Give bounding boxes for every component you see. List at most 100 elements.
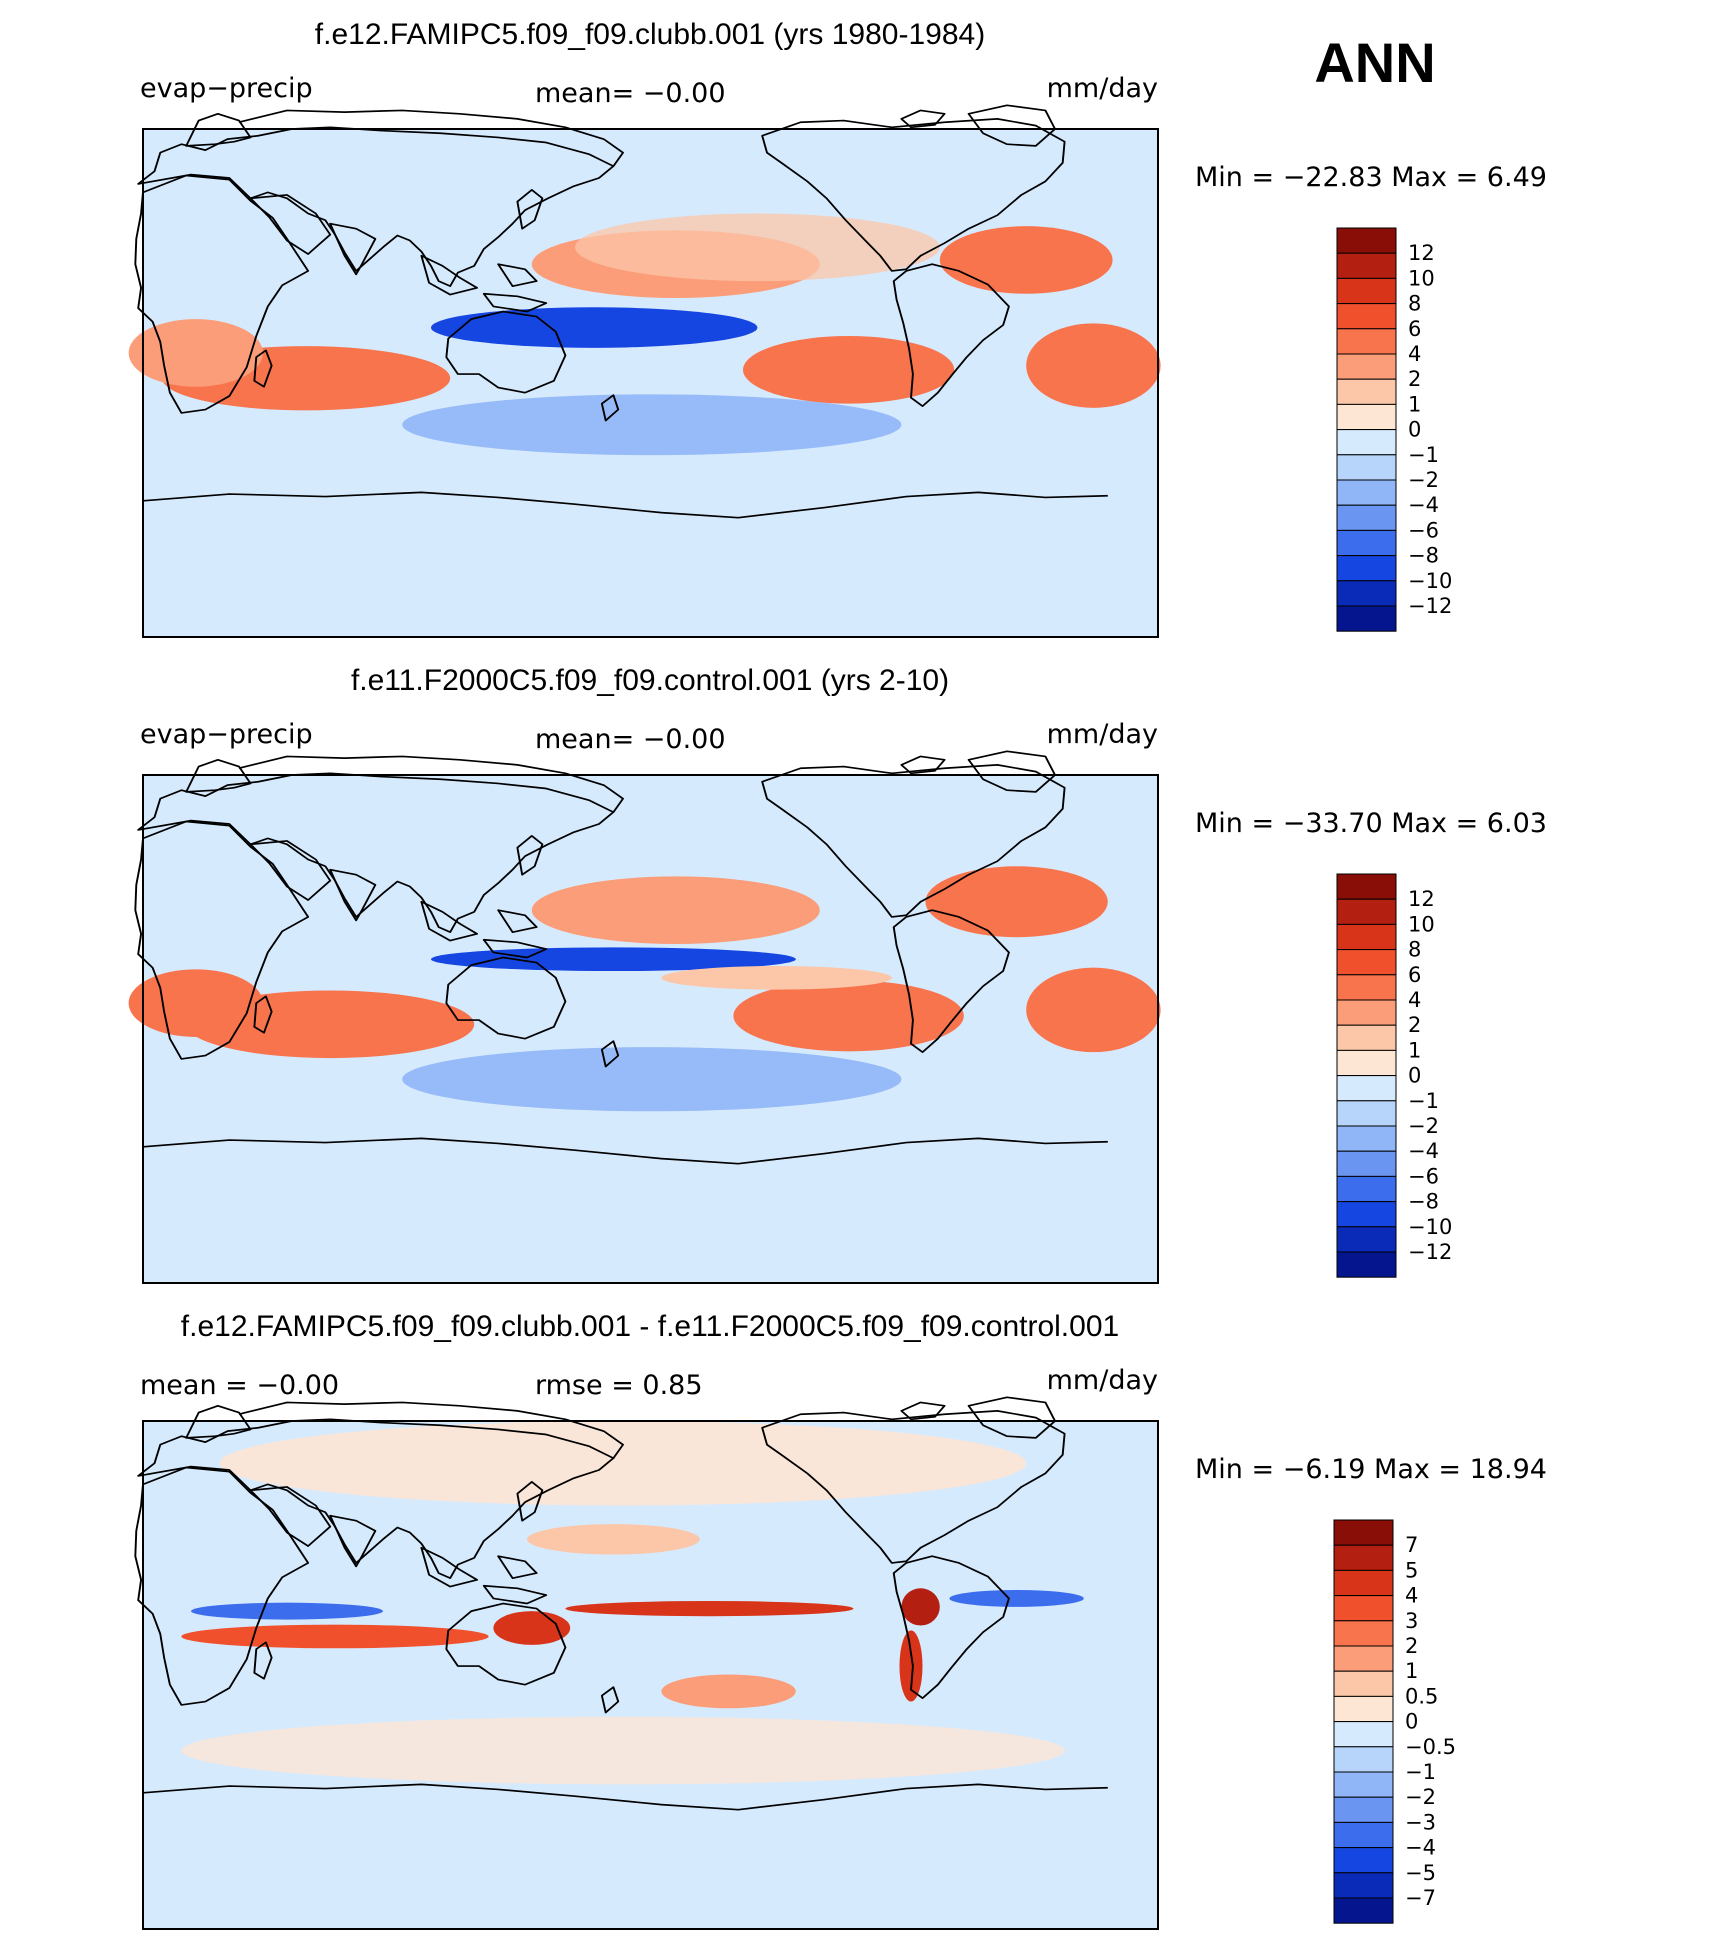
colorbar-tick-label: 8 — [1408, 292, 1421, 316]
colorbar-tick-label: −12 — [1408, 1240, 1452, 1264]
colorbar-box — [1333, 1569, 1394, 1597]
colorbar-box — [1336, 605, 1397, 632]
variable-label: evap−precip — [140, 719, 313, 750]
colorbar-tick-label: 2 — [1405, 1634, 1418, 1658]
colorbar-box — [1336, 974, 1397, 1001]
colorbar-tick-label: −7 — [1405, 1886, 1436, 1910]
units-label: mm/day — [1047, 1365, 1158, 1396]
map-area — [134, 1396, 1159, 1930]
colorbar-tick-label: 12 — [1408, 887, 1435, 911]
colorbar-tick-label: −4 — [1408, 1139, 1439, 1163]
colorbar-box — [1336, 454, 1397, 481]
colorbar-box — [1333, 1847, 1394, 1874]
season-label: ANN — [1314, 31, 1435, 94]
colorbar-tick-label: −3 — [1405, 1810, 1436, 1834]
colorbar-tick-label: 6 — [1408, 963, 1421, 987]
colorbar-tick-label: −4 — [1408, 493, 1439, 517]
colorbar-box — [1333, 1821, 1394, 1849]
panel-control: f.e11.F2000C5.f09_f09.control.001 (yrs 2… — [128, 664, 1547, 1284]
minmax-label: Min = −22.83 Max = 6.49 — [1195, 162, 1547, 193]
colorbar-tick-label: 0 — [1405, 1710, 1418, 1734]
colorbar-box — [1336, 403, 1397, 431]
colorbar-box — [1336, 1125, 1397, 1152]
colorbar-box — [1333, 1670, 1394, 1697]
colorbar-box — [1333, 1872, 1394, 1899]
colorbar-box — [1333, 1595, 1394, 1622]
colorbar-tick-label: 2 — [1408, 367, 1421, 391]
colorbar-tick-label: −1 — [1408, 443, 1439, 467]
colorbar-tick-label: 0.5 — [1405, 1684, 1438, 1708]
colorbar-box — [1336, 1150, 1397, 1177]
colorbar-box — [1333, 1544, 1394, 1571]
mean-label: mean = −0.00 — [140, 1370, 339, 1401]
colorbar-box — [1336, 873, 1397, 900]
units-label: mm/day — [1047, 719, 1158, 750]
colorbar-box — [1336, 277, 1397, 305]
colorbar-box — [1336, 252, 1397, 279]
colorbar-box — [1336, 328, 1397, 355]
colorbar-box — [1333, 1645, 1394, 1672]
colorbar-tick-label: −1 — [1405, 1760, 1436, 1784]
colorbar-tick-label: 10 — [1408, 266, 1435, 290]
variable-label: evap−precip — [140, 73, 313, 104]
colorbar-tick-label: −8 — [1408, 1190, 1439, 1214]
colorbar-tick-label: −8 — [1408, 544, 1439, 568]
colorbar-box — [1336, 1175, 1397, 1203]
colorbar-box — [1333, 1519, 1394, 1546]
colorbar-tick-label: −10 — [1408, 569, 1452, 593]
colorbar-box — [1333, 1695, 1394, 1723]
mean-label: mean= −0.00 — [535, 724, 726, 755]
colorbar-box — [1336, 1049, 1397, 1077]
colorbar-tick-label: 1 — [1408, 392, 1421, 416]
colorbar-tick-label: 4 — [1408, 342, 1421, 366]
colorbar-box — [1336, 1075, 1397, 1102]
panel-diff: f.e12.FAMIPC5.f09_f09.clubb.001 - f.e11.… — [134, 1310, 1547, 1930]
colorbar-tick-label: −2 — [1405, 1785, 1436, 1809]
colorbar-box — [1336, 504, 1397, 531]
map-area — [128, 104, 1161, 638]
minmax-label: Min = −6.19 Max = 18.94 — [1195, 1454, 1547, 1485]
colorbar-tick-label: −4 — [1405, 1836, 1436, 1860]
colorbar-box — [1336, 949, 1397, 976]
colorbar-box — [1336, 378, 1397, 405]
colorbar-box — [1336, 479, 1397, 506]
colorbar-tick-label: 2 — [1408, 1013, 1421, 1037]
colorbar-box — [1333, 1771, 1394, 1798]
colorbar-box — [1336, 999, 1397, 1026]
field-layer — [181, 1421, 1084, 1785]
colorbar-box — [1333, 1746, 1394, 1773]
colorbar-tick-label: −10 — [1408, 1215, 1452, 1239]
colorbar-tick-label: 3 — [1405, 1609, 1418, 1633]
colorbar-tick-label: −5 — [1405, 1861, 1436, 1885]
panel-title: f.e11.F2000C5.f09_f09.control.001 (yrs 2… — [351, 664, 949, 697]
colorbar-tick-label: 1 — [1405, 1659, 1418, 1683]
field-layer — [128, 213, 1161, 456]
colorbar-tick-label: 6 — [1408, 317, 1421, 341]
colorbar-box — [1336, 1201, 1397, 1228]
colorbar-tick-label: −12 — [1408, 594, 1452, 618]
colorbar-tick-label: −6 — [1408, 518, 1439, 542]
panel-case: f.e12.FAMIPC5.f09_f09.clubb.001 (yrs 198… — [128, 18, 1547, 638]
rmse-label: rmse = 0.85 — [535, 1370, 703, 1401]
panel-title: f.e12.FAMIPC5.f09_f09.clubb.001 - f.e11.… — [181, 1310, 1119, 1343]
field-layer — [128, 866, 1161, 1112]
mean-label: mean= −0.00 — [535, 78, 726, 109]
colorbar-tick-label: 8 — [1408, 938, 1421, 962]
colorbar-tick-label: −6 — [1408, 1164, 1439, 1188]
colorbar-box — [1336, 353, 1397, 380]
colorbar-tick-label: 4 — [1408, 988, 1421, 1012]
colorbar-box — [1336, 1100, 1397, 1127]
colorbar-box — [1336, 555, 1397, 582]
colorbar-box — [1336, 1251, 1397, 1278]
colorbar-box — [1333, 1796, 1394, 1823]
colorbar-box — [1336, 1226, 1397, 1253]
map-area — [128, 750, 1161, 1284]
panel-title: f.e12.FAMIPC5.f09_f09.clubb.001 (yrs 198… — [315, 18, 985, 51]
colorbar-box — [1336, 923, 1397, 951]
colorbar-box — [1336, 429, 1397, 456]
colorbar-box — [1336, 227, 1397, 254]
colorbar-tick-label: −0.5 — [1405, 1735, 1456, 1759]
colorbar-tick-label: 7 — [1405, 1533, 1418, 1557]
